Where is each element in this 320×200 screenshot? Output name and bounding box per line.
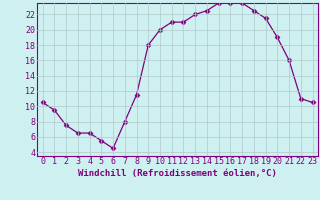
X-axis label: Windchill (Refroidissement éolien,°C): Windchill (Refroidissement éolien,°C) <box>78 169 277 178</box>
